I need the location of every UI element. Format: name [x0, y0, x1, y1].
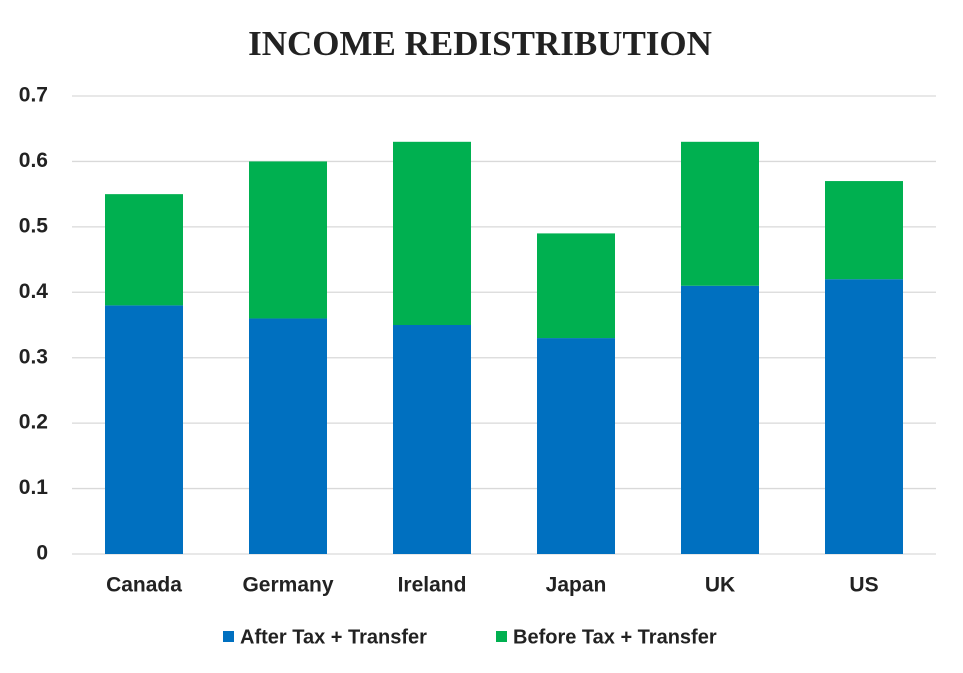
- bar-segment: [681, 141, 759, 286]
- y-tick-label: 0: [36, 542, 48, 565]
- bar-segment: [105, 305, 183, 554]
- bar-segment: [681, 285, 759, 554]
- y-tick-label: 0.2: [19, 411, 48, 434]
- chart-title: INCOME REDISTRIBUTION: [248, 24, 712, 63]
- bar-segment: [249, 318, 327, 554]
- y-tick-label: 0.4: [19, 280, 49, 303]
- bar-segment: [393, 141, 471, 325]
- bar-segment: [105, 194, 183, 306]
- legend-swatch: [496, 631, 507, 642]
- x-tick-label: US: [849, 574, 878, 597]
- x-tick-label: Germany: [242, 574, 333, 597]
- y-tick-label: 0.3: [19, 345, 48, 368]
- y-tick-label: 0.1: [19, 476, 49, 499]
- x-tick-label: Ireland: [398, 574, 467, 597]
- legend-label: Before Tax + Transfer: [513, 626, 717, 648]
- bar-segment: [393, 325, 471, 554]
- bar-segment: [537, 338, 615, 554]
- bar-segment: [249, 161, 327, 319]
- y-tick-label: 0.6: [19, 149, 48, 172]
- bar-segment: [825, 181, 903, 280]
- x-tick-label: Japan: [546, 574, 607, 597]
- y-tick-label: 0.7: [19, 84, 48, 107]
- y-tick-label: 0.5: [19, 214, 49, 237]
- legend-label: After Tax + Transfer: [240, 626, 427, 648]
- x-tick-label: UK: [705, 574, 735, 597]
- legend-swatch: [223, 631, 234, 642]
- bar-segment: [825, 279, 903, 554]
- x-tick-label: Canada: [106, 574, 182, 597]
- bar-segment: [537, 233, 615, 339]
